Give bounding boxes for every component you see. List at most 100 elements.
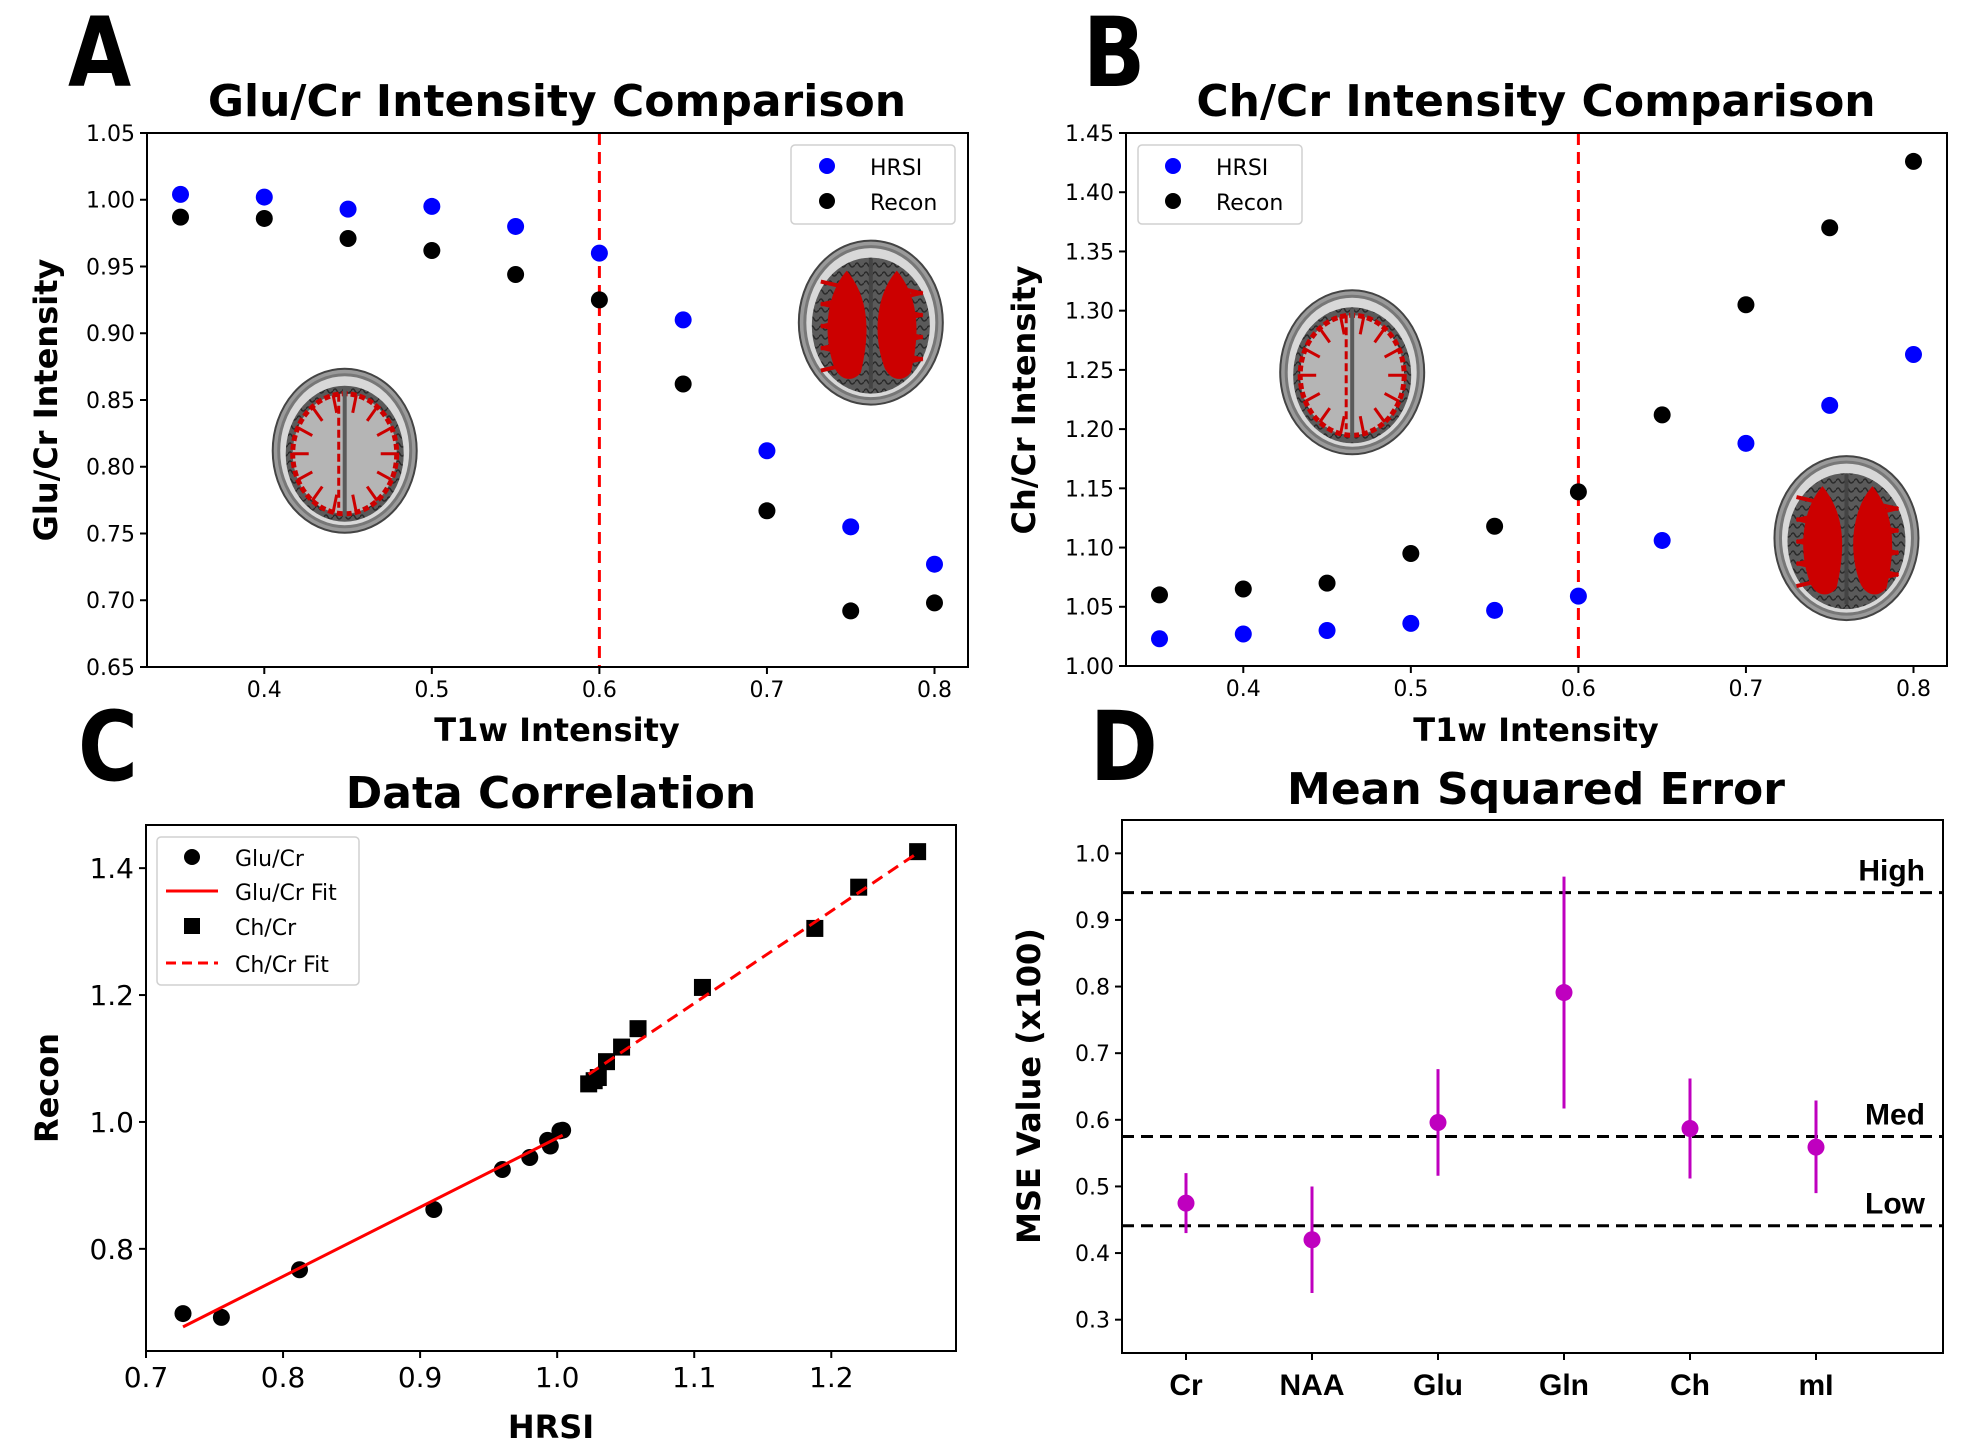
- data-point-hrsi: [758, 442, 776, 460]
- data-point-hrsi: [1151, 630, 1169, 648]
- brain-inset-gray-matter: [1279, 289, 1426, 456]
- brain-inset-gray-matter: [271, 367, 418, 534]
- y-tick-label: 1.15: [1065, 477, 1114, 502]
- x-tick-label: 1.1: [672, 1361, 717, 1394]
- data-point-hrsi: [255, 188, 273, 206]
- x-axis-label: HRSI: [508, 1408, 594, 1446]
- panel-c-title: Data Correlation: [346, 768, 756, 819]
- y-tick-label: 0.8: [1075, 976, 1110, 1001]
- data-point-glu-cr: [541, 1137, 559, 1155]
- data-point-hrsi: [1737, 434, 1755, 452]
- y-tick-label: 0.3: [1075, 1309, 1110, 1334]
- data-point-recon: [1234, 580, 1252, 598]
- data-point-hrsi: [1904, 345, 1922, 363]
- y-tick-label: 1.0: [1075, 842, 1110, 867]
- x-tick-label: 0.8: [261, 1361, 306, 1394]
- reference-label-low: Low: [1865, 1188, 1926, 1221]
- category-label-naa: NAA: [1280, 1369, 1345, 1402]
- data-point-hrsi: [1402, 614, 1420, 632]
- y-tick-label: 1.0: [89, 1106, 134, 1139]
- x-tick-label: 0.8: [1896, 677, 1931, 702]
- y-tick-label: 1.4: [89, 852, 134, 885]
- legend: HRSI Recon: [790, 144, 956, 225]
- legend-marker-hrsi: [819, 158, 835, 174]
- panel-a-title: Glu/Cr Intensity Comparison: [208, 76, 906, 127]
- data-point-recon: [1151, 586, 1169, 604]
- data-point-recon: [172, 208, 190, 226]
- brain-inset-white-matter: [1773, 455, 1920, 622]
- data-point-recon: [758, 502, 776, 520]
- legend-label-recon: Recon: [1216, 191, 1283, 216]
- data-point-recon: [1318, 574, 1336, 592]
- y-tick-label: 1.30: [1065, 300, 1114, 325]
- legend-label-hrsi: HRSI: [1216, 156, 1268, 181]
- data-point-hrsi: [423, 197, 441, 215]
- y-tick-label: 0.9: [1075, 909, 1110, 934]
- x-tick-label: 0.4: [247, 678, 282, 703]
- category-label-glu: Glu: [1413, 1369, 1463, 1402]
- legend-marker-recon: [1165, 193, 1181, 209]
- data-point-glu-cr: [212, 1308, 230, 1326]
- y-tick-label: 1.35: [1065, 240, 1114, 265]
- panel-b: Ch/Cr Intensity Comparison 0.4 0.5 0.6 0.7 0…: [1005, 76, 1948, 749]
- y-tick-label: 0.85: [86, 389, 135, 414]
- y-tick-label: 1.45: [1065, 122, 1114, 147]
- y-tick-label: 1.25: [1065, 359, 1114, 384]
- legend-marker-glu-cr: [184, 849, 200, 865]
- category-label-ch: Ch: [1670, 1369, 1710, 1402]
- y-tick-label: 0.4: [1075, 1242, 1110, 1267]
- mse-point-gln: [1555, 984, 1573, 1002]
- data-point-recon: [1821, 219, 1839, 237]
- data-point-hrsi: [674, 311, 692, 329]
- y-axis-label: MSE Value (x100): [1010, 928, 1048, 1244]
- panel-letter-b: B: [1083, 0, 1145, 110]
- data-point-hrsi: [1821, 396, 1839, 414]
- y-tick-label: 0.65: [86, 656, 135, 681]
- panel-a: Glu/Cr Intensity Comparison 0.4 0.5 0.6 0.7…: [27, 76, 969, 749]
- data-point-hrsi: [1318, 621, 1336, 639]
- legend-marker-recon: [819, 193, 835, 209]
- fit-line-ch-cr-fit: [587, 851, 919, 1076]
- data-point-recon: [507, 266, 525, 284]
- y-tick-label: 1.00: [86, 189, 135, 214]
- y-tick-label: 1.2: [89, 979, 134, 1012]
- panel-letter-a: A: [68, 0, 131, 110]
- x-tick-label: 0.4: [1226, 677, 1261, 702]
- data-point-recon: [423, 241, 441, 259]
- mse-point-glu: [1429, 1113, 1447, 1131]
- data-point-recon: [1486, 517, 1504, 535]
- y-tick-label: 0.70: [86, 589, 135, 614]
- data-point-glu-cr: [551, 1122, 569, 1140]
- x-tick-label: 0.5: [414, 678, 449, 703]
- x-tick-label: 0.9: [398, 1361, 443, 1394]
- data-point-ch-cr: [629, 1020, 647, 1038]
- data-point-glu-cr: [425, 1201, 443, 1219]
- data-point-recon: [339, 229, 357, 247]
- y-tick-label: 1.05: [86, 122, 135, 147]
- data-point-ch-cr: [613, 1038, 631, 1056]
- x-axis-label: T1w Intensity: [1413, 711, 1659, 749]
- legend: HRSI Recon: [1137, 144, 1303, 225]
- x-tick-label: 1.0: [535, 1361, 580, 1394]
- y-tick-label: 0.8: [89, 1233, 134, 1266]
- y-tick-label: 1.05: [1065, 596, 1114, 621]
- legend-marker-ch-cr: [184, 918, 200, 934]
- data-point-hrsi: [1569, 587, 1587, 605]
- y-tick-label: 1.40: [1065, 181, 1114, 206]
- y-tick-label: 1.20: [1065, 418, 1114, 443]
- fit-line-glu-cr-fit: [182, 1133, 564, 1329]
- data-point-hrsi: [172, 185, 190, 203]
- x-tick-label: 0.8: [917, 678, 952, 703]
- mse-point-naa: [1303, 1231, 1321, 1249]
- legend-label-recon: Recon: [870, 191, 937, 216]
- data-point-hrsi: [1653, 531, 1671, 549]
- data-point-hrsi: [1486, 601, 1504, 619]
- panel-d: Mean Squared Error High Med Low Cr NAA Glu Gl…: [1010, 764, 1944, 1402]
- data-point-hrsi: [339, 200, 357, 218]
- panel-d-title: Mean Squared Error: [1287, 764, 1785, 815]
- data-point-recon: [1653, 406, 1671, 424]
- y-axis-label: Recon: [28, 1033, 66, 1143]
- data-point-hrsi: [590, 244, 608, 262]
- panel-letter-c: C: [78, 692, 138, 804]
- legend-box: [156, 836, 360, 986]
